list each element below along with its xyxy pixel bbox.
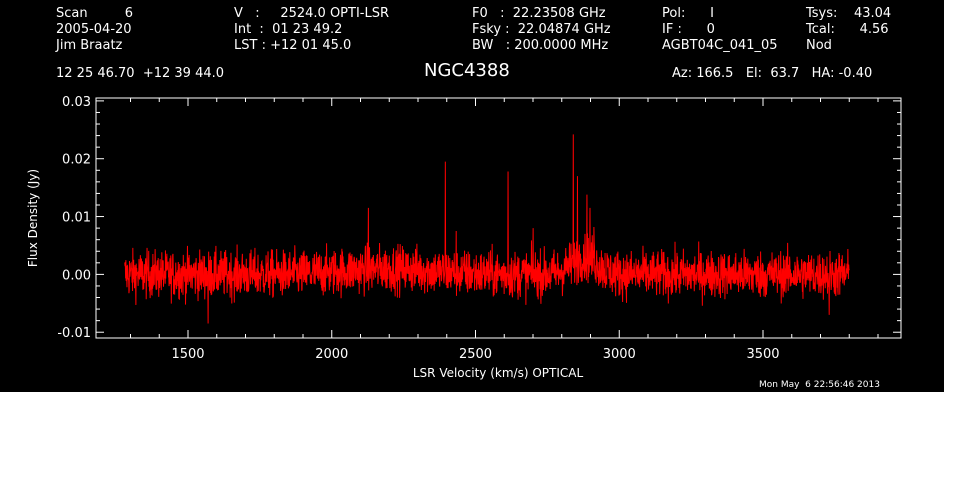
y-tick-label: -0.01 [57,326,91,341]
plot-frame [95,97,902,339]
header-col3-line3: BW : 200.0000 MHz [472,38,609,53]
pointing-info: Az: 166.5 El: 63.7 HA: -0.40 [672,66,873,81]
y-tick-label: 0.03 [62,95,91,110]
axis-ticks: 1500 2000 2500 3000 3500 -0.01 0.00 0.01 0.02 0.0… [57,95,901,362]
plot-timestamp: Mon May 6 22:56:46 2013 [759,380,880,390]
x-tick-label: 3500 [746,347,779,362]
y-tick-label: 0.02 [62,153,91,168]
header-col5-line1: Tsys: 43.04 [806,6,892,21]
header-col5-line3: Nod [806,38,832,53]
spectrum-line [124,134,850,324]
y-tick-label: 0.00 [62,268,91,283]
spectrum-trace-layer [124,134,850,324]
header-col1-line3: Jim Braatz [56,38,123,53]
source-name: NGC4388 [424,60,510,81]
header-col3-line2: Fsky : 22.04874 GHz [472,22,611,37]
header-col2-line2: Int : 01 23 49.2 [234,22,343,37]
header-col1-line1: Scan 6 [56,6,134,21]
header-col5-line2: Tcal: 4.56 [806,22,889,37]
header-col3-line1: F0 : 22.23508 GHz [472,6,606,21]
header-col4-line3: AGBT04C_041_05 [662,38,778,53]
x-tick-label: 2500 [459,347,492,362]
x-tick-label: 2000 [315,347,348,362]
spectrum-chart: 1500 2000 2500 3000 3500 -0.01 0.00 0.01 0.02 0.0… [26,95,902,380]
header-col4-line1: Pol: I [662,6,714,21]
x-tick-label: 1500 [171,347,204,362]
header-col4-line2: IF : 0 [662,22,715,37]
x-tick-label: 3000 [603,347,636,362]
y-axis-label: Flux Density (Jy) [26,169,40,267]
plot-panel: Scan 6 2005-04-20 Jim Braatz V : 2524.0 … [0,0,944,392]
header-col1-line2: 2005-04-20 [56,22,132,37]
header-col2-line1: V : 2524.0 OPTI-LSR [234,6,390,21]
source-coordinates: 12 25 46.70 +12 39 44.0 [56,66,225,81]
y-tick-label: 0.01 [62,211,91,226]
x-axis-label: LSR Velocity (km/s) OPTICAL [413,366,584,380]
header-col2-line3: LST : +12 01 45.0 [234,38,352,53]
